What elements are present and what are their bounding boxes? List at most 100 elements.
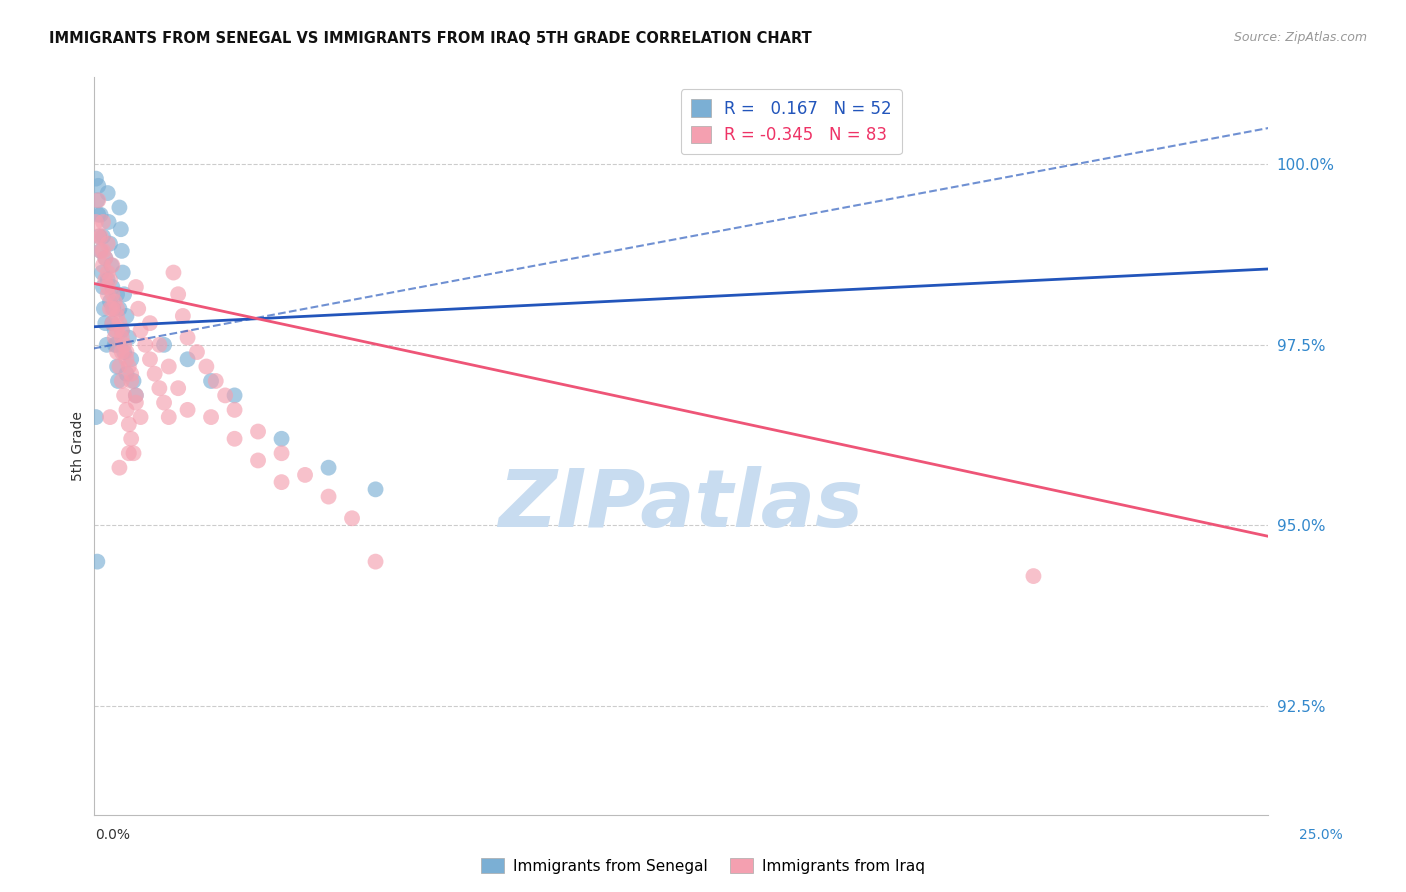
Point [87,178,110,193]
Point [100,258,122,272]
Y-axis label: 5th Grade: 5th Grade [72,411,86,481]
Point [91,215,114,229]
Point [157,359,180,374]
Point [214,388,236,402]
Point [139,352,162,367]
Point [98,236,121,251]
Point [143,367,166,381]
Point [101,287,124,301]
Point [105,359,128,374]
Point [120,374,142,388]
Point [87,208,110,222]
Point [112,388,135,402]
Point [101,301,124,316]
Point [139,316,162,330]
Point [91,266,114,280]
Point [129,410,152,425]
Point [108,316,131,330]
Point [148,381,170,395]
Point [176,330,198,344]
Point [111,374,134,388]
Point [270,475,292,490]
Point [104,338,127,352]
Point [118,446,141,460]
Point [186,345,208,359]
Point [294,467,316,482]
Point [167,381,190,395]
Point [104,323,127,337]
Point [111,323,134,337]
Point [105,287,128,301]
Point [115,345,138,359]
Point [90,208,112,222]
Point [112,287,135,301]
Point [118,417,141,432]
Point [97,280,120,294]
Point [364,483,387,497]
Point [91,229,114,244]
Point [118,359,141,374]
Point [97,266,120,280]
Legend: R =   0.167   N = 52, R = -0.345   N = 83: R = 0.167 N = 52, R = -0.345 N = 83 [681,89,901,154]
Point [111,345,134,359]
Point [125,388,148,402]
Point [90,244,112,258]
Point [94,251,117,265]
Point [98,301,121,316]
Point [340,511,363,525]
Text: ZIPatlas: ZIPatlas [499,466,863,544]
Text: 0.0%: 0.0% [96,828,131,842]
Point [94,251,117,265]
Point [96,338,118,352]
Point [125,395,148,409]
Point [86,555,108,569]
Point [111,323,134,337]
Point [104,294,127,309]
Point [247,425,270,439]
Point [176,402,198,417]
Point [112,345,135,359]
Point [101,316,124,330]
Point [98,410,121,425]
Point [105,345,128,359]
Point [115,309,138,323]
Text: Source: ZipAtlas.com: Source: ZipAtlas.com [1233,31,1367,45]
Point [94,273,117,287]
Point [97,287,120,301]
Point [111,330,134,344]
Point [101,280,124,294]
Point [112,338,135,352]
Point [97,186,120,200]
Point [91,258,114,272]
Point [127,301,149,316]
Point [134,338,156,352]
Point [111,244,134,258]
Point [111,266,134,280]
Point [108,201,131,215]
Point [224,432,246,446]
Point [270,446,292,460]
Point [1022,569,1045,583]
Point [105,323,128,337]
Text: IMMIGRANTS FROM SENEGAL VS IMMIGRANTS FROM IRAQ 5TH GRADE CORRELATION CHART: IMMIGRANTS FROM SENEGAL VS IMMIGRANTS FR… [49,31,811,46]
Point [108,460,131,475]
Point [318,460,340,475]
Point [195,359,218,374]
Legend: Immigrants from Senegal, Immigrants from Iraq: Immigrants from Senegal, Immigrants from… [474,852,932,880]
Point [98,273,121,287]
Point [90,244,112,258]
Point [91,280,114,294]
Point [167,287,190,301]
Point [93,301,115,316]
Point [157,410,180,425]
Text: 25.0%: 25.0% [1299,828,1343,842]
Point [105,301,128,316]
Point [110,222,132,236]
Point [90,229,112,244]
Point [120,432,142,446]
Point [94,316,117,330]
Point [120,352,142,367]
Point [91,244,114,258]
Point [247,453,270,467]
Point [224,388,246,402]
